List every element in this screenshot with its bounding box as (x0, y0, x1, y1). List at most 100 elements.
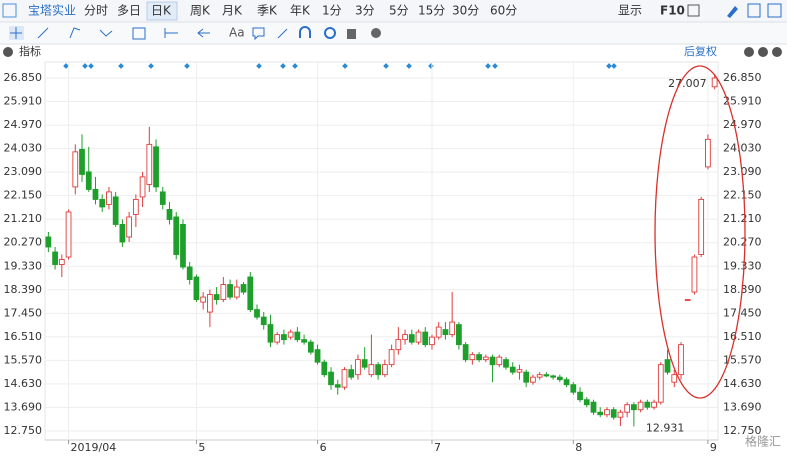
period-tab[interactable]: 5分 (389, 4, 409, 18)
candle-body (193, 276, 200, 301)
candle-body (58, 259, 65, 265)
period-tab[interactable]: 3分 (355, 4, 375, 18)
x-tick-label: 5 (198, 441, 205, 454)
period-tab[interactable]: 季K (257, 4, 278, 18)
text-tool[interactable]: Aa (229, 26, 245, 40)
candle-body (408, 334, 415, 343)
indicator-label[interactable]: 指标 (19, 44, 41, 58)
period-tab[interactable]: 60分 (490, 4, 517, 18)
tool[interactable] (10, 27, 22, 39)
candle-body (368, 364, 375, 376)
period-tab[interactable]: 月K (222, 4, 243, 18)
candle-body (482, 356, 489, 361)
close-panel[interactable] (772, 47, 782, 57)
period-tab[interactable]: 15分 (418, 4, 445, 18)
candle-body (402, 334, 408, 341)
price-annotation: 27.007 (668, 77, 707, 90)
collapse-icon[interactable] (3, 47, 13, 57)
candle-body (274, 334, 281, 343)
candle-body (213, 294, 220, 301)
tool[interactable] (347, 29, 356, 39)
display-menu[interactable]: 显示 (618, 4, 642, 18)
candle-body (79, 148, 85, 175)
period-tab[interactable]: 年K (290, 4, 311, 18)
candle-body (624, 404, 631, 413)
checkbox[interactable] (687, 4, 700, 17)
candle-body (570, 384, 577, 393)
candle-body (550, 375, 556, 378)
period-tab[interactable]: 多日 (117, 4, 141, 18)
candle-body (220, 284, 227, 301)
period-tab[interactable]: 分时 (84, 4, 108, 18)
tool[interactable] (37, 27, 49, 39)
candle-body (180, 224, 186, 268)
settings-icon[interactable] (767, 3, 782, 18)
tool[interactable] (132, 27, 146, 40)
y-tick-label: 20.270 (4, 236, 43, 249)
candle-body (388, 349, 395, 366)
y-tick-label-right: 13.690 (723, 400, 762, 413)
candle-body (240, 284, 247, 293)
period-tab[interactable]: 周K (190, 4, 211, 18)
period-tab[interactable]: 1分 (322, 4, 342, 18)
period-tab[interactable]: 日K (151, 4, 172, 18)
candle-body (395, 339, 402, 351)
candle-body (112, 196, 119, 225)
x-tick-label: 8 (575, 441, 582, 454)
tool[interactable] (299, 26, 311, 38)
candle-body (429, 336, 435, 346)
candle-body (469, 354, 476, 361)
f10-button[interactable]: F10 (660, 4, 685, 18)
candle-body (355, 359, 361, 376)
event-marker (342, 63, 348, 69)
tool[interactable] (371, 28, 381, 38)
y-tick-label: 13.690 (4, 400, 43, 413)
period-tab[interactable]: 30分 (452, 4, 479, 18)
tool[interactable] (197, 28, 210, 38)
candle-body (543, 374, 550, 377)
stock-icon[interactable] (2, 3, 17, 18)
tool[interactable] (164, 28, 178, 38)
candle-body (247, 276, 254, 311)
candle-body (153, 146, 159, 188)
candle-body (516, 369, 523, 373)
event-marker (428, 63, 434, 69)
tool[interactable] (277, 28, 288, 39)
event-marker (88, 63, 94, 69)
candle-body (45, 236, 52, 248)
toolbar (0, 22, 787, 44)
candle-body (617, 411, 624, 418)
candle-body (476, 354, 482, 361)
candle-body (186, 266, 193, 280)
price-annotation: 12.931 (646, 421, 685, 434)
y-tick-label: 22.150 (4, 189, 43, 202)
candle-body (375, 364, 382, 376)
candle-body (341, 369, 348, 388)
chart-icon[interactable] (747, 3, 761, 18)
candle-body (590, 401, 597, 413)
candle-body (294, 331, 301, 341)
drawing-tools (9, 26, 381, 41)
zoom-out[interactable] (758, 47, 768, 57)
candle-body (496, 356, 503, 366)
tool[interactable] (99, 29, 113, 37)
candle-body (281, 334, 287, 341)
event-marker (82, 63, 88, 69)
zoom-in[interactable] (744, 47, 754, 57)
candle-body (139, 176, 146, 198)
y-tick-label-right: 24.970 (723, 118, 762, 131)
event-marker (63, 63, 69, 69)
adjust-label[interactable]: 后复权 (684, 44, 717, 58)
x-tick-label: 9 (710, 441, 717, 454)
stock-name[interactable]: 宝塔实业 (28, 3, 76, 18)
candle-body (604, 409, 610, 416)
tool[interactable] (252, 27, 265, 41)
tool[interactable] (324, 27, 336, 39)
pen-icon[interactable] (727, 6, 738, 18)
candle-body (509, 366, 516, 373)
tool[interactable] (69, 27, 81, 39)
y-tick-label-right: 20.270 (723, 236, 762, 249)
candle-body (260, 316, 267, 326)
y-tick-label-right: 26.850 (723, 71, 762, 84)
